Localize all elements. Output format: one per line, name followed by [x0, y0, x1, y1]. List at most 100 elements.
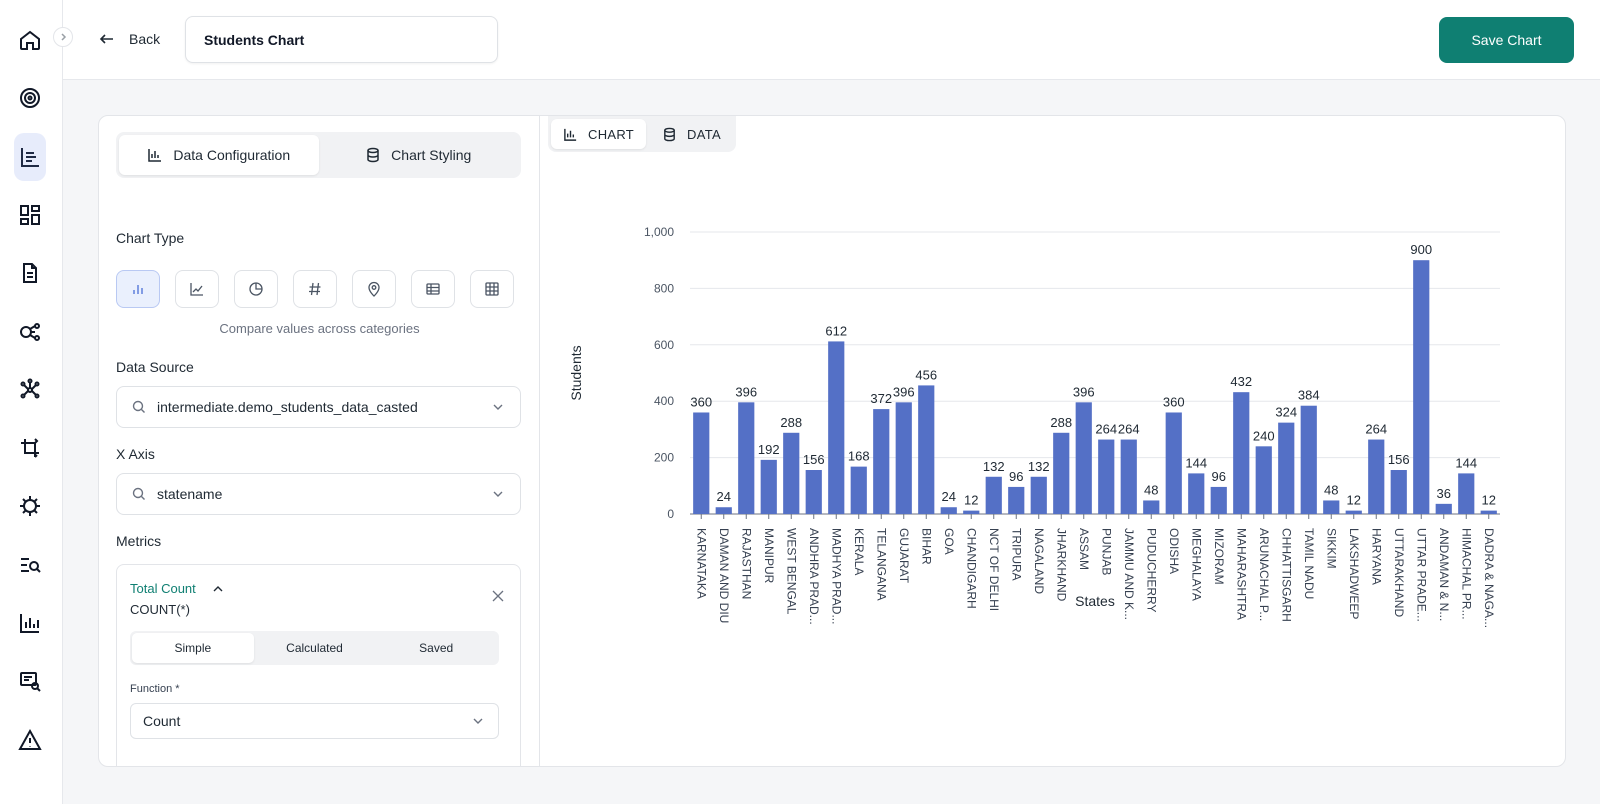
- data-label: 288: [780, 415, 802, 430]
- data-label: 24: [942, 489, 956, 504]
- function-label: Function *: [130, 683, 180, 695]
- data-label: 612: [825, 323, 847, 338]
- bar: [760, 459, 777, 514]
- chart-title-input[interactable]: [185, 16, 498, 63]
- sidebar: [0, 0, 63, 804]
- view-tabs: CHART DATA: [548, 116, 736, 152]
- function-select[interactable]: Count: [130, 703, 499, 739]
- data-label: 396: [1073, 384, 1095, 399]
- header: Back Save Chart: [63, 0, 1600, 80]
- x-tick-label: ARUNACHAL P...: [1257, 528, 1271, 621]
- sidebar-collapse-button[interactable]: [53, 27, 73, 47]
- search-list-icon[interactable]: [14, 541, 46, 589]
- tab-data[interactable]: DATA: [650, 119, 733, 149]
- chart-type-number[interactable]: [293, 270, 337, 308]
- bar-chart: 0 200 400 600 800 1,000 360 KARNATAKA 24 DAMAN AN…: [568, 225, 1500, 628]
- x-tick-label: SIKKIM: [1324, 528, 1338, 569]
- data-label: 264: [1118, 422, 1140, 437]
- save-chart-button[interactable]: Save Chart: [1439, 17, 1574, 63]
- metric-mode-tabs: Simple Calculated Saved: [130, 631, 499, 665]
- x-tick-label: WEST BENGAL: [784, 528, 798, 615]
- back-label: Back: [129, 31, 161, 47]
- x-tick-label: JHARKHAND: [1054, 528, 1068, 602]
- tab-simple[interactable]: Simple: [132, 633, 254, 663]
- bar-chart-icon: [564, 128, 577, 141]
- chart-type-map[interactable]: [352, 270, 396, 308]
- network-icon[interactable]: [14, 366, 46, 414]
- data-label: 156: [803, 452, 825, 467]
- report-search-icon[interactable]: [14, 657, 46, 705]
- chart-list-icon[interactable]: [14, 133, 46, 181]
- y-tick-label: 1,000: [644, 225, 674, 239]
- chart-type-pie[interactable]: [234, 270, 278, 308]
- metric-card: Total Count COUNT(*) Simple Calculated S…: [116, 564, 521, 766]
- data-source-select[interactable]: intermediate.demo_students_data_casted: [116, 386, 521, 428]
- transform-icon[interactable]: [14, 424, 46, 472]
- data-label: 48: [1144, 482, 1158, 497]
- x-tick-label: DADRA & NAGA...: [1482, 528, 1496, 628]
- virus-icon[interactable]: [14, 482, 46, 530]
- data-label: 132: [1028, 459, 1050, 474]
- warning-icon[interactable]: [14, 716, 46, 764]
- chart-type-line[interactable]: [175, 270, 219, 308]
- bar: [985, 476, 1002, 514]
- back-button[interactable]: Back: [99, 26, 160, 52]
- home-icon[interactable]: [14, 16, 46, 64]
- x-tick-label: RAJASTHAN: [739, 528, 753, 599]
- chevron-down-icon: [473, 718, 483, 724]
- search-icon: [132, 400, 145, 413]
- bar-chart-icon[interactable]: [14, 599, 46, 647]
- x-tick-label: TRIPURA: [1009, 528, 1023, 581]
- data-label: 396: [893, 384, 915, 399]
- bar: [1188, 473, 1205, 514]
- x-axis-select[interactable]: statename: [116, 473, 521, 515]
- close-icon[interactable]: [492, 589, 504, 607]
- data-label: 96: [1009, 469, 1023, 484]
- map-pin-icon: [368, 281, 380, 297]
- dashboard-icon[interactable]: [14, 191, 46, 239]
- x-axis-label: X Axis: [116, 446, 155, 462]
- number-icon: [309, 282, 321, 296]
- database-icon: [367, 147, 379, 163]
- metric-toggle[interactable]: Total Count: [130, 581, 224, 596]
- pipeline-icon[interactable]: [14, 308, 46, 356]
- bar: [940, 507, 957, 514]
- x-tick-label: TAMIL NADU: [1302, 528, 1316, 599]
- tab-chart[interactable]: CHART: [551, 119, 647, 149]
- bar: [1030, 476, 1047, 514]
- x-tick-label: DAMAN AND DIU: [717, 528, 731, 623]
- bar: [1323, 500, 1340, 514]
- chart-type-table[interactable]: [411, 270, 455, 308]
- document-icon[interactable]: [14, 249, 46, 297]
- tab-data-configuration[interactable]: Data Configuration: [119, 135, 319, 175]
- x-tick-label: CHHATTISGARH: [1279, 528, 1293, 622]
- bar: [1075, 402, 1092, 514]
- chart-editor-card: Data Configuration Chart Styling Chart T…: [98, 115, 1566, 767]
- bar: [1345, 510, 1362, 514]
- y-axis-title: Students: [568, 345, 584, 400]
- metric-name: Total Count: [130, 581, 196, 596]
- x-tick-label: GUJARAT: [897, 528, 911, 584]
- tab-saved[interactable]: Saved: [419, 641, 454, 655]
- data-label: 36: [1437, 486, 1451, 501]
- x-axis-title: States: [1075, 593, 1115, 609]
- data-label: 288: [1050, 415, 1072, 430]
- bar: [1435, 503, 1452, 514]
- tab-label: Data Configuration: [173, 147, 291, 163]
- data-label: 24: [717, 489, 731, 504]
- x-tick-label: MADHYA PRAD...: [829, 528, 843, 624]
- data-source-label: Data Source: [116, 359, 194, 375]
- x-axis-value: statename: [157, 486, 223, 502]
- x-tick-label: ANDHRA PRAD...: [807, 528, 821, 625]
- chart-type-pivot-table[interactable]: [470, 270, 514, 308]
- tab-calculated[interactable]: Calculated: [286, 641, 343, 655]
- target-icon[interactable]: [14, 74, 46, 122]
- y-tick-label: 0: [667, 507, 674, 521]
- x-tick-label: JAMMU AND K...: [1122, 528, 1136, 620]
- chart-type-bar[interactable]: [116, 270, 160, 308]
- x-tick-label: CHANDIGARH: [964, 528, 978, 609]
- data-label: 384: [1298, 388, 1320, 403]
- bar: [1120, 439, 1137, 514]
- tab-chart-styling[interactable]: Chart Styling: [319, 135, 519, 175]
- bar-chart-icon: [148, 149, 162, 162]
